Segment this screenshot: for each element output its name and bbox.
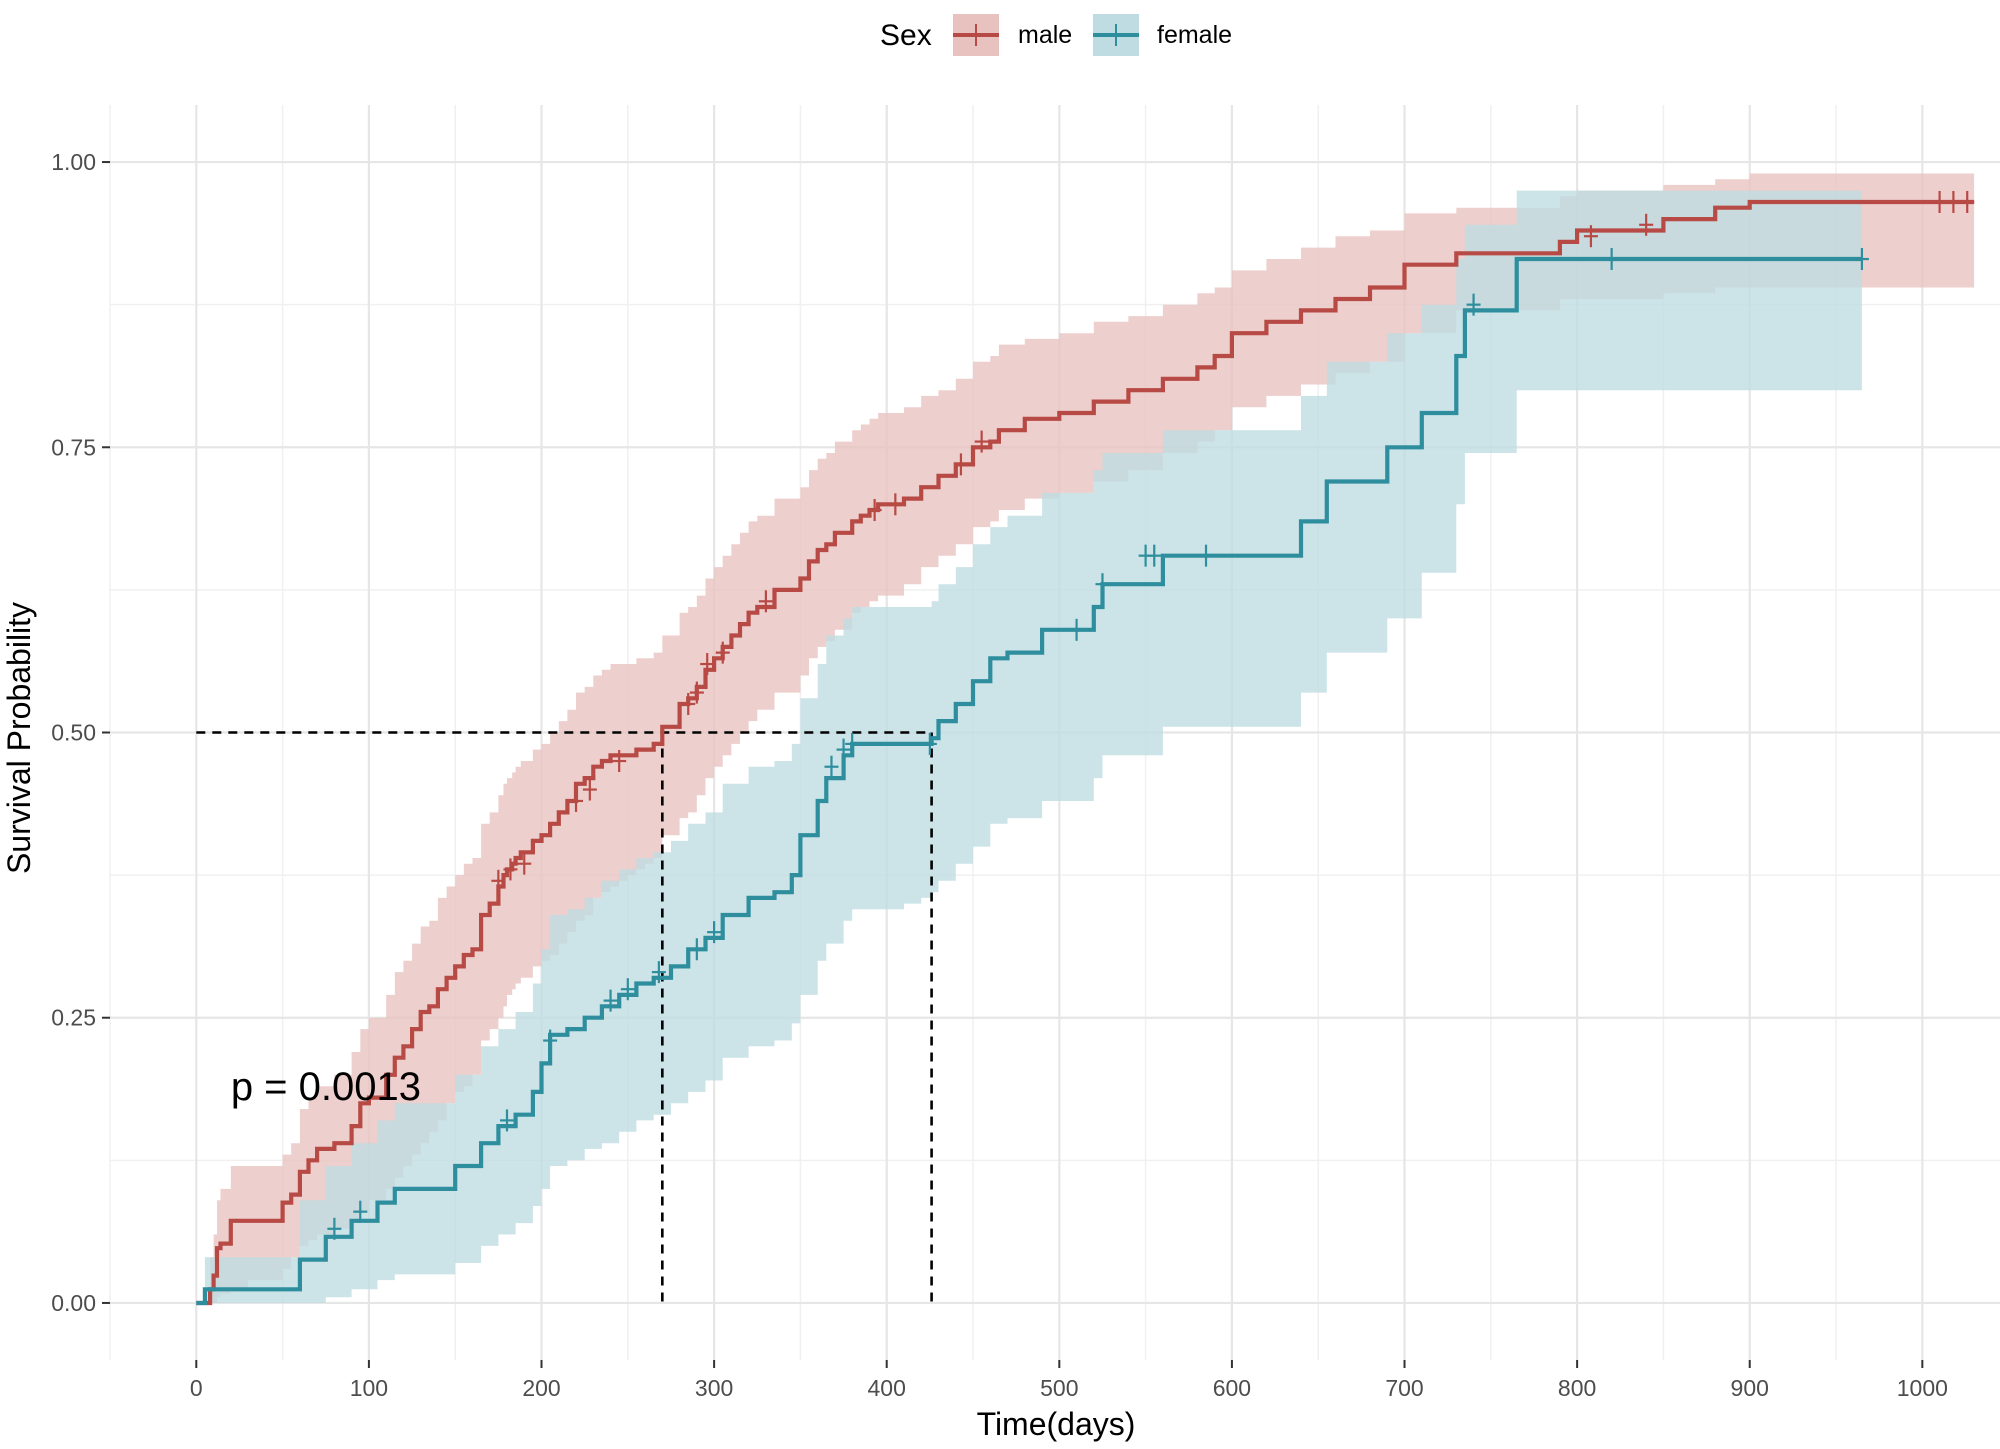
ci-band-female <box>196 190 1862 1304</box>
x-tick-label: 200 <box>522 1375 560 1401</box>
x-tick-label: 100 <box>350 1375 388 1401</box>
axes: 0 100 200 300 400 500 600 700 800 900 1000 0.00 0.25… <box>51 149 1948 1401</box>
survival-curves <box>196 199 1975 1306</box>
survival-curve-female <box>196 256 1862 1306</box>
legend-title: Sex <box>880 19 932 52</box>
y-axis-title: Survival Probability <box>1 602 37 874</box>
x-axis-title: Time(days) <box>977 1406 1136 1442</box>
p-value-annotation: p = 0.0013 <box>231 1065 421 1109</box>
x-tick-label: 1000 <box>1897 1375 1948 1401</box>
censor-marks <box>327 190 1975 1240</box>
x-tick-label: 600 <box>1213 1375 1251 1401</box>
x-tick-label: 900 <box>1731 1375 1769 1401</box>
y-tick-label: 0.25 <box>51 1005 96 1031</box>
legend-item-female[interactable]: female <box>1093 14 1232 56</box>
confidence-bands <box>196 173 1975 1304</box>
survival-curve-male <box>196 199 1975 1306</box>
x-tick-label: 500 <box>1040 1375 1078 1401</box>
x-tick-label: 300 <box>695 1375 733 1401</box>
y-tick-label: 0.50 <box>51 720 96 746</box>
legend: Sex male female <box>880 14 1232 56</box>
x-tick-label: 0 <box>190 1375 203 1401</box>
y-tick-label: 0.75 <box>51 434 96 460</box>
x-tick-label: 800 <box>1558 1375 1596 1401</box>
legend-label-male: male <box>1018 21 1072 49</box>
median-lines <box>196 731 933 1303</box>
y-tick-label: 1.00 <box>51 149 96 175</box>
y-tick-label: 0.00 <box>51 1290 96 1316</box>
x-tick-label: 400 <box>868 1375 906 1401</box>
x-tick-label: 700 <box>1385 1375 1423 1401</box>
legend-label-female: female <box>1157 21 1232 49</box>
legend-item-male[interactable]: male <box>953 14 1072 56</box>
